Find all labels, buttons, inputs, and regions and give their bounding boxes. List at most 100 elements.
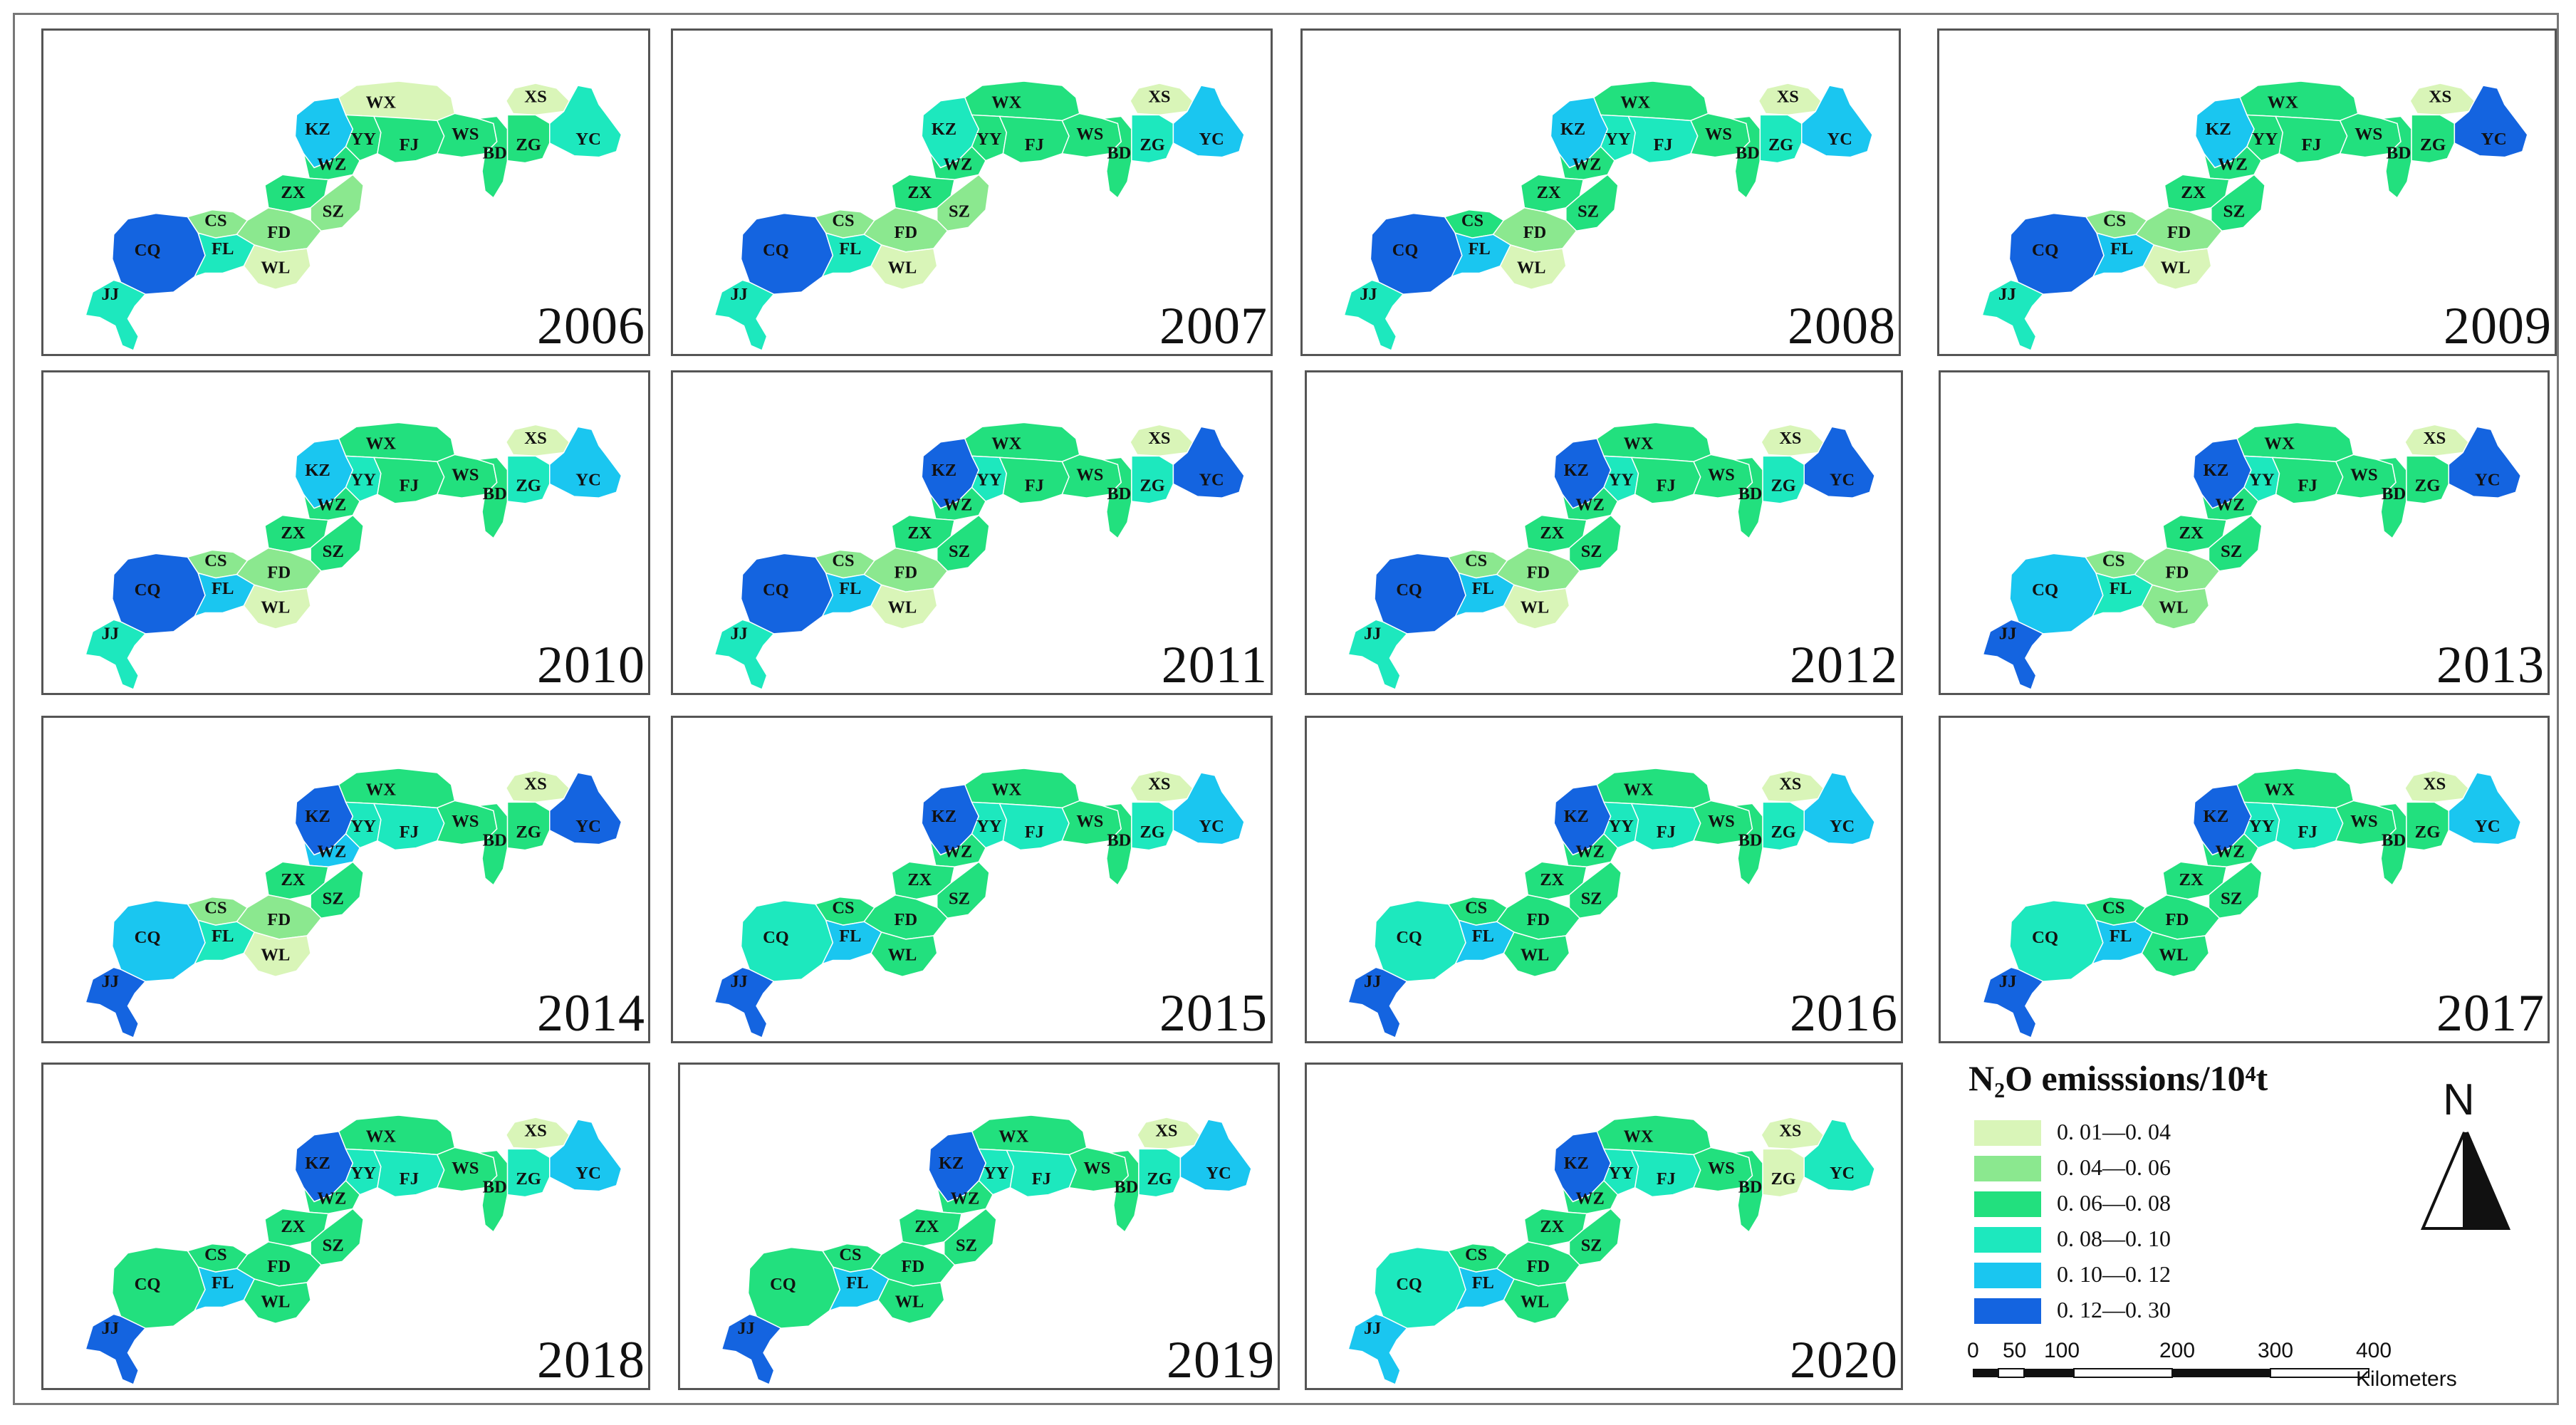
district-label: WX (991, 93, 1021, 112)
district-label: YY (350, 130, 376, 149)
district-label: ZX (907, 523, 932, 543)
district-label: FL (212, 926, 234, 946)
district-label: SZ (323, 542, 344, 561)
district-label: JJ (101, 285, 119, 304)
year-label: 2014 (537, 984, 645, 1043)
district-jj (714, 619, 775, 691)
district-label: YC (1830, 1164, 1855, 1183)
district-yc (2448, 772, 2522, 845)
district-yc (1172, 85, 1245, 158)
district-label: SZ (1581, 1236, 1602, 1255)
district-label: WL (261, 598, 290, 617)
district-fl (193, 572, 256, 617)
district-fl (1454, 919, 1515, 965)
district-label: FD (267, 223, 291, 242)
district-label: FD (267, 563, 291, 583)
district-label: FJ (1032, 1169, 1051, 1189)
district-label: KZ (305, 807, 330, 826)
legend-title: N₂O emisssions/10⁴t (1968, 1058, 2268, 1098)
district-fl (2092, 232, 2155, 278)
district-yc (1803, 1119, 1875, 1192)
district-label: SZ (2223, 202, 2246, 221)
district-label: FL (212, 1273, 234, 1293)
district-label: CQ (135, 241, 161, 260)
district-yc (549, 85, 622, 158)
year-label: 2016 (1790, 984, 1898, 1043)
legend-swatch (1974, 1298, 2041, 1324)
district-bd (1102, 456, 1132, 539)
district-zg (1138, 1148, 1182, 1198)
district-label: JJ (1998, 285, 2016, 304)
district-label: SZ (323, 889, 344, 909)
district-jj (85, 279, 147, 352)
district-label: ZX (281, 1217, 305, 1236)
district-zg (1131, 114, 1174, 164)
district-wl (1503, 931, 1570, 977)
district-label: SZ (956, 1236, 977, 1255)
district-label: KZ (932, 120, 956, 139)
district-label: ZX (1537, 183, 1561, 202)
district-label: FL (1472, 579, 1494, 598)
district-label: WX (366, 781, 397, 800)
district-label: WL (2159, 946, 2188, 965)
map-panel-2017: WX XS KZ YY FJ WS BD ZG YC WZ ZX SZ CS FD CQ FL WL JJ 2017 (1939, 716, 2550, 1043)
legend-swatch (1974, 1227, 2041, 1253)
district-yc (1803, 772, 1875, 845)
district-fj (372, 456, 445, 504)
district-fl (2091, 572, 2154, 617)
district-fl (821, 919, 882, 965)
district-label: WX (366, 93, 397, 113)
district-bd (1733, 803, 1763, 887)
district-label: ZX (1540, 870, 1564, 889)
district-label: YY (1605, 130, 1630, 149)
figure-frame (13, 13, 2559, 1405)
district-fl (1450, 232, 1511, 278)
district-label: SZ (323, 1236, 344, 1256)
district-label: CQ (1392, 241, 1418, 260)
district-label: FD (267, 910, 291, 929)
district-bd (2377, 803, 2407, 887)
district-label: ZG (1771, 1169, 1796, 1189)
district-label: FD (267, 1257, 291, 1276)
district-label: WX (1624, 1127, 1654, 1146)
district-label: CS (832, 211, 854, 230)
legend-swatch (1974, 1120, 2041, 1146)
district-label: JJ (730, 285, 747, 304)
district-bd (1109, 1149, 1140, 1233)
district-label: FJ (2298, 823, 2317, 842)
district-fj (1630, 1149, 1701, 1198)
district-label: WX (998, 1127, 1028, 1146)
legend-label: 0. 06—0. 08 (2057, 1190, 2171, 1216)
district-label: ZX (1540, 523, 1564, 543)
district-label: XS (524, 429, 547, 448)
district-label: CQ (770, 1275, 796, 1294)
district-label: WX (991, 780, 1021, 799)
district-label: ZG (516, 135, 541, 155)
district-label: BD (483, 831, 507, 850)
map-panel-2016: WX XS KZ YY FJ WS BD ZG YC WZ ZX SZ CS FD CQ FL WL JJ 2016 (1305, 716, 1903, 1043)
district-label: KZ (939, 1154, 964, 1173)
district-label: CQ (1396, 1275, 1422, 1294)
district-wx (2236, 422, 2355, 462)
district-label: XS (524, 1122, 547, 1141)
map-panel-2008: WX XS KZ YY FJ WS BD ZG YC WZ ZX SZ CS FD CQ FL WL JJ 2008 (1300, 28, 1901, 356)
district-fl (828, 1266, 890, 1312)
district-label: JJ (101, 1319, 119, 1338)
district-label: WL (2161, 259, 2191, 278)
district-bd (1733, 456, 1763, 539)
district-label: XS (1777, 88, 1799, 107)
district-label: JJ (1999, 972, 2017, 991)
district-wx (1596, 768, 1712, 809)
district-label: WS (452, 1159, 479, 1178)
district-wl (243, 584, 311, 630)
district-zg (506, 455, 551, 504)
district-label: CS (204, 211, 227, 230)
district-label: FD (895, 563, 918, 583)
legend-swatch (1974, 1156, 2041, 1181)
district-label: ZX (281, 183, 305, 202)
district-label: WZ (317, 155, 346, 174)
district-label: FJ (400, 823, 419, 842)
district-label: FD (1523, 223, 1546, 242)
district-label: CS (2102, 898, 2125, 917)
